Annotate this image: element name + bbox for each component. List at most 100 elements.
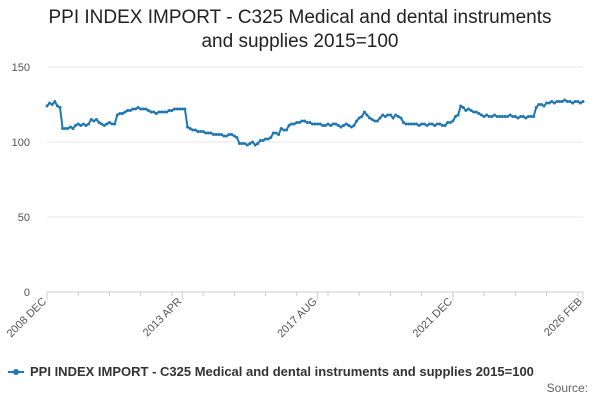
data-point[interactable] (581, 100, 585, 103)
data-point[interactable] (178, 107, 182, 111)
data-point[interactable] (477, 112, 481, 115)
data-point[interactable] (240, 142, 244, 145)
data-point[interactable] (524, 116, 528, 120)
data-point[interactable] (355, 119, 359, 123)
data-point[interactable] (420, 122, 424, 126)
data-point[interactable] (222, 134, 226, 138)
data-point[interactable] (89, 118, 93, 121)
data-point[interactable] (508, 113, 512, 117)
data-point[interactable] (417, 124, 421, 127)
data-point[interactable] (485, 113, 489, 117)
data-point[interactable] (196, 130, 200, 133)
data-point[interactable] (511, 115, 515, 118)
data-point[interactable] (175, 107, 179, 111)
data-point[interactable] (199, 130, 202, 133)
data-point[interactable] (467, 107, 470, 111)
data-point[interactable] (451, 119, 455, 123)
data-point[interactable] (532, 115, 536, 118)
data-point[interactable] (555, 100, 559, 103)
data-point[interactable] (131, 107, 135, 111)
data-point[interactable] (219, 133, 223, 136)
data-point[interactable] (157, 110, 161, 114)
data-point[interactable] (284, 128, 288, 132)
data-point[interactable] (297, 121, 301, 124)
data-point[interactable] (438, 122, 442, 126)
data-point[interactable] (123, 110, 127, 114)
data-point[interactable] (162, 110, 166, 114)
data-point[interactable] (274, 131, 278, 135)
data-point[interactable] (446, 121, 450, 124)
data-point[interactable] (383, 115, 387, 118)
data-point[interactable] (149, 110, 153, 114)
data-point[interactable] (506, 115, 509, 118)
data-point[interactable] (87, 122, 91, 126)
data-point[interactable] (100, 122, 104, 126)
data-point[interactable] (576, 100, 580, 103)
data-point[interactable] (454, 115, 457, 118)
data-point[interactable] (422, 122, 426, 126)
data-point[interactable] (498, 115, 502, 118)
data-point[interactable] (170, 109, 174, 112)
data-point[interactable] (118, 112, 122, 115)
data-point[interactable] (435, 122, 439, 126)
data-point[interactable] (71, 127, 75, 130)
data-point[interactable] (407, 122, 411, 126)
data-point[interactable] (386, 113, 390, 117)
data-point[interactable] (513, 115, 517, 118)
data-point[interactable] (230, 133, 234, 136)
data-point[interactable] (214, 133, 218, 136)
data-point[interactable] (81, 122, 85, 126)
data-point[interactable] (180, 107, 184, 111)
data-point[interactable] (534, 106, 538, 109)
data-point[interactable] (331, 122, 335, 126)
data-point[interactable] (186, 125, 189, 129)
data-point[interactable] (139, 107, 143, 111)
data-point[interactable] (318, 122, 322, 126)
data-point[interactable] (126, 109, 130, 112)
data-point[interactable] (519, 115, 523, 118)
data-point[interactable] (115, 113, 119, 117)
data-point[interactable] (469, 109, 473, 112)
data-point[interactable] (225, 134, 228, 138)
data-point[interactable] (292, 122, 296, 126)
data-point[interactable] (409, 122, 413, 126)
data-point[interactable] (472, 110, 476, 114)
data-point[interactable] (308, 121, 312, 124)
data-point[interactable] (300, 119, 304, 123)
data-point[interactable] (326, 122, 330, 126)
data-point[interactable] (368, 116, 372, 120)
data-point[interactable] (521, 115, 525, 118)
data-point[interactable] (282, 128, 286, 132)
data-point[interactable] (321, 124, 325, 127)
data-point[interactable] (347, 124, 351, 127)
data-point[interactable] (552, 101, 556, 105)
data-point[interactable] (61, 127, 65, 130)
legend[interactable]: PPI INDEX IMPORT - C325 Medical and dent… (8, 364, 534, 379)
data-point[interactable] (144, 107, 148, 111)
data-point[interactable] (571, 101, 575, 105)
data-point[interactable] (381, 113, 385, 117)
data-point[interactable] (399, 116, 403, 120)
data-point[interactable] (487, 115, 491, 118)
data-point[interactable] (425, 124, 429, 127)
data-point[interactable] (474, 110, 478, 114)
data-point[interactable] (545, 101, 549, 105)
data-point[interactable] (334, 122, 338, 126)
data-point[interactable] (261, 139, 265, 142)
data-point[interactable] (107, 121, 111, 124)
data-point[interactable] (264, 137, 268, 141)
data-point[interactable] (243, 142, 247, 145)
data-point[interactable] (152, 110, 156, 114)
data-point[interactable] (183, 107, 187, 111)
data-point[interactable] (128, 109, 132, 112)
data-point[interactable] (68, 125, 72, 129)
data-point[interactable] (227, 133, 231, 136)
data-point[interactable] (290, 122, 294, 126)
data-point[interactable] (256, 142, 260, 145)
data-point[interactable] (251, 140, 255, 144)
data-point[interactable] (365, 113, 369, 117)
data-point[interactable] (402, 121, 405, 124)
data-point[interactable] (344, 122, 348, 126)
data-point[interactable] (362, 110, 366, 114)
data-point[interactable] (97, 121, 101, 124)
